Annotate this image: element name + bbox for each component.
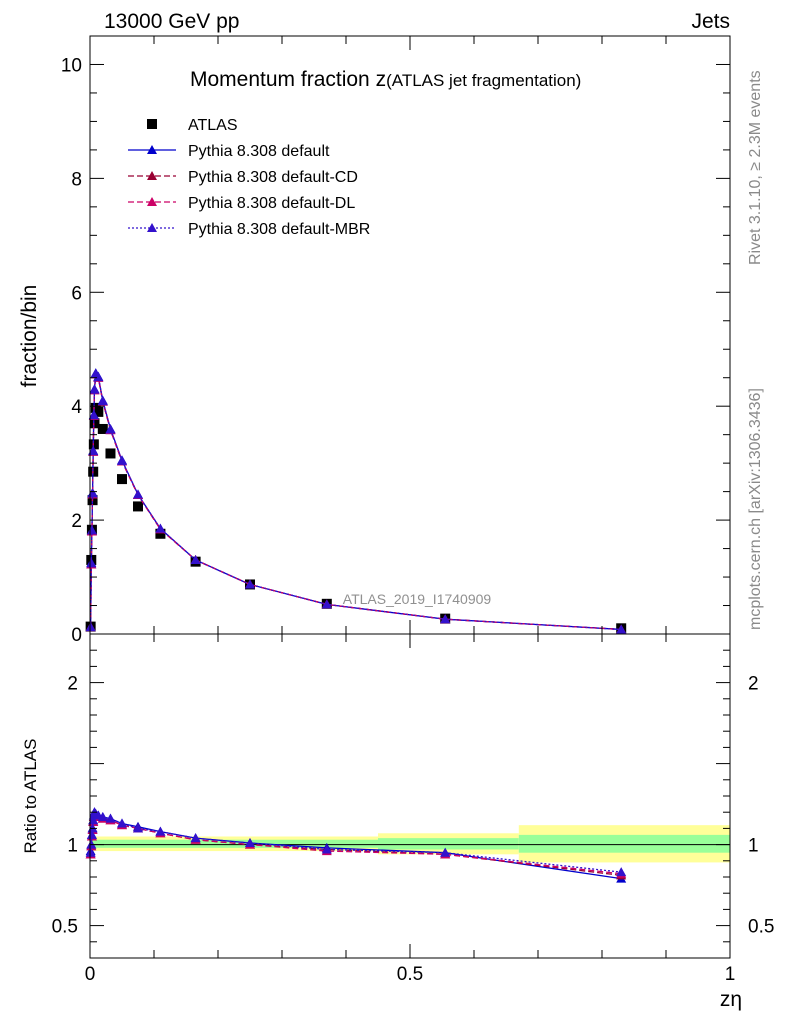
legend-marker bbox=[147, 223, 157, 232]
ratio-ytick-label-right: 0.5 bbox=[748, 917, 774, 938]
data-point bbox=[155, 523, 166, 533]
data-point bbox=[616, 624, 627, 634]
ratio-point bbox=[440, 847, 451, 857]
legend-entry: Pythia 8.308 default-CD bbox=[128, 169, 358, 186]
legend-entry: Pythia 8.308 default-MBR bbox=[128, 221, 370, 238]
main-ylabel: fraction/bin bbox=[18, 285, 41, 388]
main-frame bbox=[89, 35, 731, 635]
legend-label: Pythia 8.308 default-MBR bbox=[188, 221, 370, 238]
main-ytick-label: 4 bbox=[71, 397, 82, 418]
ratio-bands bbox=[90, 825, 730, 863]
legend-label: ATLAS bbox=[188, 117, 238, 134]
data-point bbox=[190, 554, 201, 564]
source-label: mcplots.cern.ch [arXiv:1306.3436] bbox=[747, 388, 764, 630]
legend-marker bbox=[147, 197, 157, 206]
ratio-point bbox=[86, 829, 97, 839]
data-point bbox=[117, 455, 127, 465]
ratio-ylabel: Ratio to ATLAS bbox=[21, 739, 40, 854]
main-title-main: Momentum fraction z bbox=[190, 68, 386, 91]
ratio-band-green bbox=[518, 834, 730, 853]
data-point bbox=[89, 418, 100, 429]
rivet-label: Rivet 3.1.10, ≥ 2.3M events bbox=[747, 70, 764, 265]
ratio-panel: 0.5 0.5 1 1 2 2 0 0.5 1 Ratio to ATLAS zη bbox=[21, 633, 774, 1011]
data-point bbox=[85, 622, 96, 632]
series-4 bbox=[85, 368, 627, 634]
main-ticks: 0 2 4 6 8 10 bbox=[61, 35, 731, 646]
data-point bbox=[245, 579, 255, 589]
legend-marker bbox=[147, 119, 157, 129]
main-panel: 0 2 4 6 8 10 fraction/bin Momentum fraction z… bbox=[18, 35, 731, 646]
legend-label: Pythia 8.308 default bbox=[188, 143, 330, 160]
data-point bbox=[88, 446, 99, 456]
ratio-xtick-label: 0 bbox=[85, 964, 96, 985]
data-point bbox=[321, 599, 332, 609]
legend-entry: Pythia 8.308 default bbox=[128, 143, 330, 160]
ratio-ytick-label: 1 bbox=[67, 836, 78, 857]
legend-entry: Pythia 8.308 default-DL bbox=[128, 195, 355, 212]
data-point bbox=[97, 423, 108, 434]
data-point bbox=[440, 614, 451, 624]
ratio-point bbox=[117, 818, 127, 828]
main-ytick-label: 0 bbox=[71, 625, 82, 646]
main-ytick-label: 2 bbox=[71, 511, 82, 532]
data-point bbox=[105, 448, 116, 459]
data-point bbox=[88, 410, 99, 420]
data-point bbox=[97, 396, 108, 406]
ratio-ytick-label: 2 bbox=[67, 674, 78, 695]
ratio-point bbox=[88, 815, 99, 825]
ratio-point bbox=[97, 812, 108, 822]
main-title-sub: (ATLAS jet fragmentation) bbox=[386, 71, 581, 90]
data-point bbox=[105, 424, 116, 434]
ratio-ytick-label-right: 2 bbox=[748, 674, 759, 695]
ratio-point bbox=[133, 823, 143, 833]
main-ytick-label: 8 bbox=[71, 169, 82, 190]
ratio-data-layer bbox=[85, 807, 627, 883]
ratio-point bbox=[155, 826, 166, 836]
data-point bbox=[87, 488, 98, 498]
data-point bbox=[86, 558, 97, 568]
ratio-ticks: 0.5 0.5 1 1 2 2 0 0.5 1 bbox=[52, 633, 774, 985]
ratio-point bbox=[321, 844, 332, 854]
ratio-band-green bbox=[378, 838, 519, 850]
header-right: Jets bbox=[691, 10, 730, 33]
ratio-frame bbox=[89, 633, 731, 959]
ratio-ytick-label: 0.5 bbox=[52, 917, 78, 938]
data-point bbox=[93, 406, 104, 417]
watermark: ATLAS_2019_I1740909 bbox=[343, 591, 492, 607]
ratio-point bbox=[616, 867, 627, 877]
ratio-point bbox=[190, 833, 201, 843]
legend-marker bbox=[147, 145, 157, 154]
data-point bbox=[133, 489, 143, 499]
ratio-point bbox=[245, 837, 255, 847]
legend-entry: ATLAS bbox=[147, 117, 238, 134]
main-ytick-label: 10 bbox=[61, 55, 82, 76]
data-point bbox=[117, 474, 127, 485]
ratio-point bbox=[105, 813, 116, 823]
ratio-xtick-label: 0.5 bbox=[397, 964, 423, 985]
legend-label: Pythia 8.308 default-CD bbox=[188, 169, 358, 186]
main-ytick-label: 6 bbox=[71, 283, 82, 304]
x-axis-label: zη bbox=[720, 988, 742, 1011]
data-point bbox=[89, 384, 100, 394]
main-data-layer bbox=[85, 368, 627, 634]
legend: ATLAS Pythia 8.308 default Pythia 8.308 de… bbox=[128, 117, 370, 238]
main-title: Momentum fraction z(ATLAS jet fragmentat… bbox=[190, 68, 581, 91]
header-left: 13000 GeV pp bbox=[104, 10, 239, 33]
data-point bbox=[86, 525, 97, 535]
data-point bbox=[93, 372, 104, 382]
legend-marker bbox=[147, 171, 157, 180]
data-point bbox=[155, 528, 166, 539]
ratio-xtick-label: 1 bbox=[725, 964, 736, 985]
legend-label: Pythia 8.308 default-DL bbox=[188, 195, 355, 212]
ratio-point bbox=[85, 847, 96, 857]
ratio-ytick-label-right: 1 bbox=[748, 836, 759, 857]
data-point bbox=[133, 501, 143, 512]
